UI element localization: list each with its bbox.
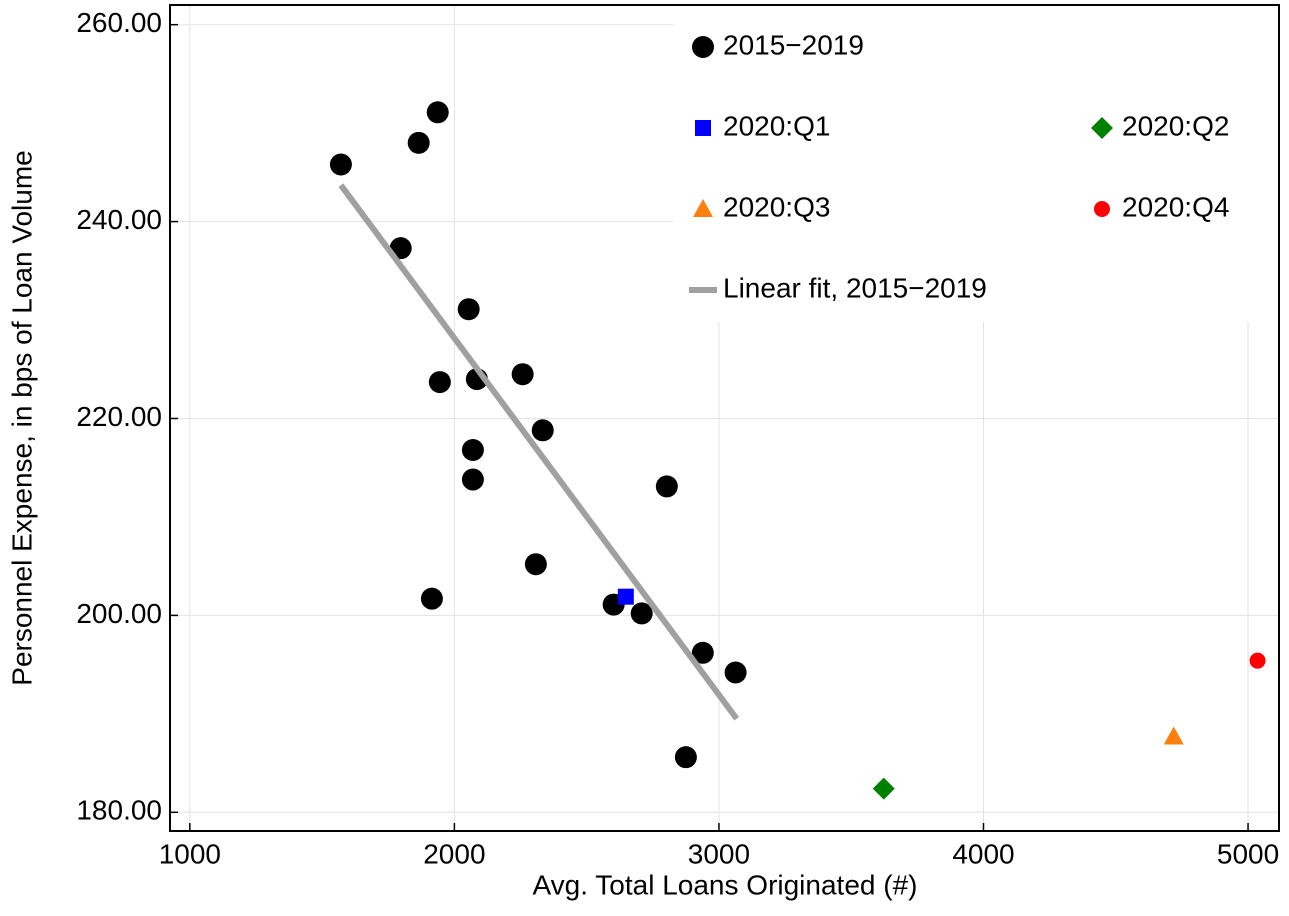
y-tick-label: 180.00	[76, 795, 162, 826]
point	[461, 438, 484, 461]
legend-swatch	[1091, 117, 1113, 139]
point	[524, 553, 547, 576]
legend-label: 2020:Q4	[1122, 191, 1229, 222]
x-tick-label: 5000	[1217, 838, 1279, 869]
x-tick-label: 2000	[423, 838, 485, 869]
point	[461, 468, 484, 491]
point	[1163, 726, 1184, 745]
x-tick-label: 4000	[952, 838, 1014, 869]
point	[617, 588, 634, 605]
point	[674, 746, 697, 769]
y-axis-label: Personnel Expense, in bps of Loan Volume	[6, 150, 37, 685]
y-tick-label: 220.00	[76, 401, 162, 432]
point	[691, 641, 714, 664]
legend-label: 2020:Q1	[723, 110, 830, 141]
point	[511, 363, 534, 386]
legend-swatch	[692, 36, 714, 58]
point	[457, 298, 480, 321]
point	[531, 419, 554, 442]
point	[329, 153, 352, 176]
y-tick-label: 260.00	[76, 7, 162, 38]
point	[655, 475, 678, 498]
legend-label: Linear fit, 2015−2019	[723, 272, 987, 303]
y-tick-label: 200.00	[76, 598, 162, 629]
x-tick-label: 1000	[159, 838, 221, 869]
legend-label: 2020:Q2	[1122, 110, 1229, 141]
point	[1249, 652, 1266, 669]
legend-label: 2015−2019	[723, 29, 864, 60]
legend-swatch	[695, 120, 711, 136]
point	[630, 602, 653, 625]
point	[420, 587, 443, 610]
point	[872, 777, 895, 800]
point	[428, 371, 451, 394]
plot-frame	[169, 4, 1280, 832]
fit-line	[338, 183, 740, 721]
legend-box	[673, 6, 1278, 322]
y-tick-label: 240.00	[76, 204, 162, 235]
legend-swatch	[693, 199, 713, 217]
point	[426, 101, 449, 124]
legend-swatch	[1094, 201, 1110, 217]
point	[724, 661, 747, 684]
x-axis-label: Avg. Total Loans Originated (#)	[533, 869, 918, 900]
legend-label: 2020:Q3	[723, 191, 830, 222]
point	[407, 131, 430, 154]
x-tick-label: 3000	[688, 838, 750, 869]
